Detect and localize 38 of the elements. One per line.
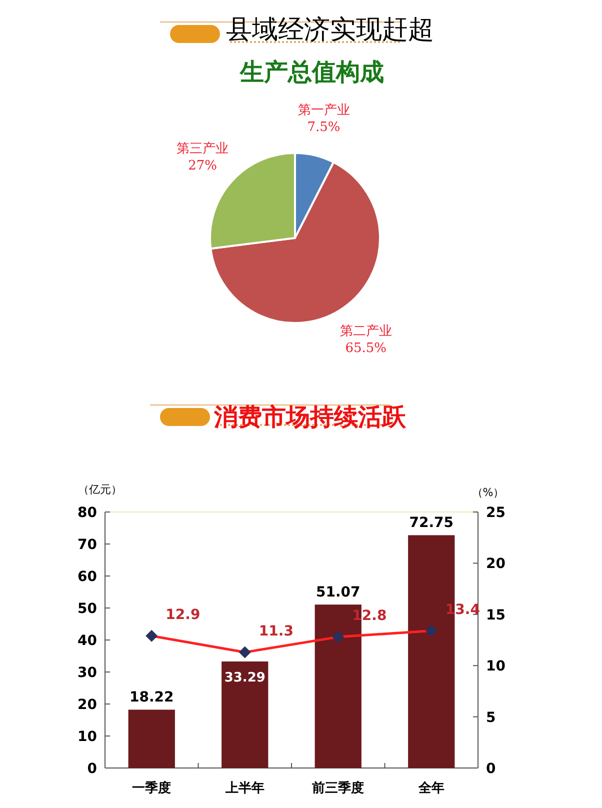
y-axis-title: （亿元）	[78, 483, 122, 496]
y-tick-label: 30	[78, 665, 98, 681]
data-label: 33.29	[224, 670, 266, 686]
chart-title: 县域经济实现赶超	[226, 15, 434, 45]
y-tick-label: 80	[78, 505, 98, 521]
y-tick-label: 0	[87, 761, 98, 777]
bar	[128, 710, 175, 768]
x-tick-label: 一季度	[132, 780, 172, 796]
data-label: 18.22	[129, 690, 174, 706]
bar	[222, 661, 268, 768]
x-tick-label: 上半年	[224, 781, 264, 796]
slice-label: 第二产业	[340, 324, 392, 339]
y2-axis-title: （%）	[472, 486, 504, 499]
y-tick-label: 20	[78, 697, 98, 713]
y-tick-label: 10	[78, 729, 98, 745]
y2-tick-label: 25	[486, 505, 506, 521]
x-tick-label: 前三季度	[311, 780, 364, 796]
y-tick-label: 60	[78, 569, 98, 585]
y-tick-label: 50	[78, 601, 98, 617]
y-tick-label: 70	[78, 537, 98, 553]
y2-tick-label: 5	[486, 710, 496, 726]
slice-label: 第一产业	[298, 103, 350, 118]
chart-subtitle: 生产总值构成	[239, 58, 384, 86]
slice-label: 第三产业	[176, 141, 229, 156]
y2-tick-label: 10	[486, 658, 506, 675]
data-label: 7.5%	[307, 120, 340, 136]
y2-tick-label: 15	[486, 607, 506, 624]
y-tick-label: 40	[78, 633, 98, 649]
data-label: 51.07	[316, 584, 360, 601]
data-label: 72.75	[409, 515, 454, 532]
data-label: 65.5%	[345, 340, 387, 356]
y2-tick-label: 20	[486, 556, 506, 572]
data-label: 11.3	[258, 623, 294, 640]
data-label: 12.9	[166, 606, 200, 623]
y2-tick-label: 0	[486, 761, 496, 777]
data-label: 27%	[188, 158, 217, 174]
x-tick-label: 全年	[417, 781, 444, 796]
chart-title: 消费市场持续活跃	[213, 403, 407, 431]
